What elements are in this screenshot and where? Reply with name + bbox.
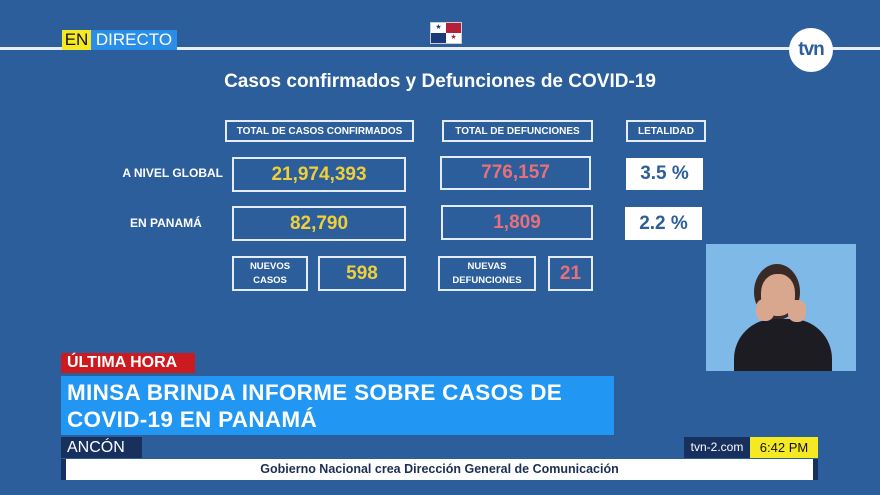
live-badge-directo: DIRECTO [91,30,177,50]
row-label-global: A NIVEL GLOBAL [122,166,223,180]
panama-confirmed: 82,790 [232,206,406,241]
row-label-panama: EN PANAMÁ [130,216,202,230]
global-lethality: 3.5 % [626,158,703,190]
website-label: tvn-2.com [684,437,750,458]
global-deaths: 776,157 [440,156,591,190]
breaking-news-tag: ÚLTIMA HORA [61,353,195,373]
header-deaths: TOTAL DE DEFUNCIONES [442,120,593,142]
sign-language-interpreter-video [706,244,856,371]
panama-deaths: 1,809 [441,205,593,240]
new-cases-label: NUEVOS CASOS [232,256,308,291]
tvn-logo: tvn [789,28,833,72]
headline: MINSA BRINDA INFORME SOBRE CASOS DE COVI… [61,376,614,435]
live-badge-en: EN [62,30,91,50]
infographic-title: Casos confirmados y Defunciones de COVID… [224,71,656,92]
new-deaths-value: 21 [548,256,593,291]
panama-lethality: 2.2 % [625,207,702,240]
new-cases-value: 598 [318,256,406,291]
top-divider [0,47,880,50]
header-lethality: LETALIDAD [626,120,706,142]
global-confirmed: 21,974,393 [232,157,406,192]
panama-flag-icon: ★ ★ [430,22,462,44]
location-label: ANCÓN [61,437,142,458]
header-confirmed: TOTAL DE CASOS CONFIRMADOS [225,120,414,142]
news-ticker: Gobierno Nacional crea Dirección General… [61,459,818,480]
new-deaths-label: NUEVAS DEFUNCIONES [438,256,536,291]
clock: 6:42 PM [750,437,818,458]
